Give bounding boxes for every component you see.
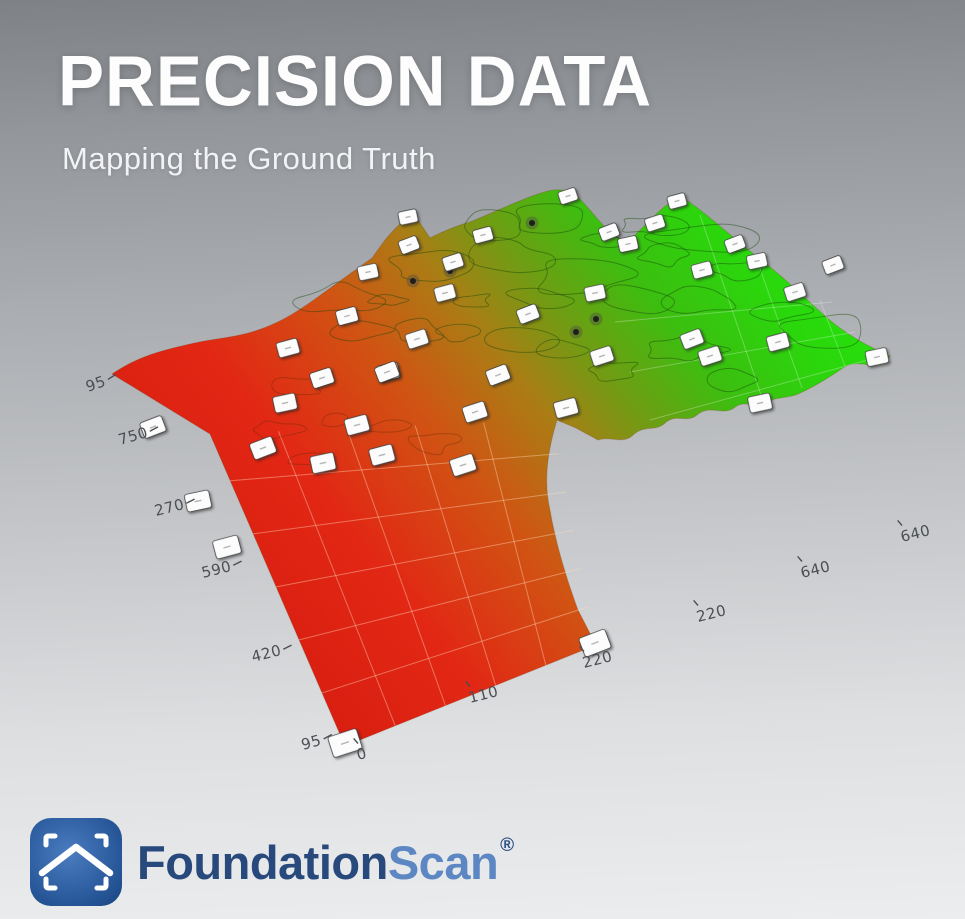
survey-marker	[679, 328, 705, 350]
page-title: PRECISION DATA	[58, 41, 653, 122]
survey-marker	[598, 222, 620, 242]
spot-point-icon	[589, 312, 603, 326]
survey-marker	[783, 282, 807, 302]
axis-tick-label: 95	[83, 372, 108, 396]
survey-marker	[272, 392, 298, 414]
axis-tick-label: 420	[250, 641, 284, 666]
survey-marker	[374, 361, 400, 383]
survey-marker	[589, 345, 615, 367]
survey-marker	[327, 728, 363, 758]
survey-marker	[275, 337, 301, 359]
survey-marker	[441, 252, 465, 272]
survey-marker	[309, 367, 335, 389]
survey-marker	[485, 363, 511, 387]
survey-marker	[583, 283, 607, 303]
survey-marker	[697, 345, 723, 367]
survey-marker	[747, 392, 773, 414]
survey-marker	[821, 255, 845, 275]
spot-points	[406, 216, 603, 339]
survey-marker	[578, 629, 612, 657]
band-grid	[614, 214, 876, 421]
axis-tick-label: 640	[899, 521, 933, 546]
survey-marker	[404, 328, 430, 350]
brand-logo: FoundationScan ®	[30, 818, 514, 906]
axis-tick: 590	[200, 557, 242, 582]
survey-marker	[368, 443, 396, 467]
axis-tick: 95	[299, 731, 333, 754]
survey-marker	[139, 415, 167, 439]
logo-tile	[30, 818, 122, 906]
survey-marker	[335, 306, 359, 326]
axis-tick-label: 220	[695, 601, 729, 626]
axis-tick-label: 590	[200, 557, 234, 582]
roof-icon	[38, 843, 114, 877]
survey-marker	[557, 187, 579, 205]
axis-tick-label: 640	[799, 557, 833, 582]
brand-name-primary: Foundation	[137, 835, 388, 889]
axis-tick: 640	[897, 519, 933, 546]
survey-marker	[397, 235, 421, 255]
survey-marker	[461, 400, 489, 424]
survey-marker	[397, 208, 419, 226]
survey-markers	[139, 187, 890, 758]
survey-marker	[864, 347, 890, 367]
scan-bracket-icon	[43, 833, 109, 891]
axis-tick: 420	[250, 641, 292, 666]
survey-marker	[617, 235, 639, 253]
axis-tick: 95	[83, 372, 117, 396]
survey-marker	[356, 263, 380, 281]
surface-grid	[230, 422, 589, 726]
survey-marker	[723, 234, 747, 254]
survey-marker	[690, 260, 714, 280]
survey-marker	[746, 252, 768, 270]
axis-tick: 0	[353, 737, 369, 764]
survey-marker	[644, 213, 666, 233]
axis-tick-label: 95	[299, 731, 323, 754]
survey-marker	[765, 332, 791, 352]
survey-marker	[666, 192, 688, 210]
survey-marker	[309, 452, 337, 474]
spot-point-icon	[569, 325, 583, 339]
axis-tick-label: 270	[153, 495, 187, 520]
survey-marker	[553, 397, 579, 419]
axis-tick-label: 0	[355, 744, 369, 764]
axis-tick-label: 750	[116, 423, 150, 449]
axis-tick: 640	[797, 555, 833, 582]
survey-marker	[472, 226, 494, 244]
survey-marker	[516, 303, 540, 325]
axis-tick: 220	[693, 599, 729, 626]
brand-name-secondary: Scan	[387, 835, 499, 889]
spot-point-icon	[525, 216, 539, 230]
house-scan-icon	[30, 818, 122, 906]
survey-marker	[449, 453, 477, 477]
spot-point-icon	[406, 274, 420, 288]
header: PRECISION DATA Mapping the Ground Truth	[58, 40, 652, 177]
survey-marker	[433, 283, 457, 303]
survey-marker	[212, 534, 242, 560]
brand-wordmark: FoundationScan ®	[137, 835, 514, 890]
page-subtitle: Mapping the Ground Truth	[62, 141, 436, 176]
survey-marker	[184, 489, 212, 513]
registered-mark: ®	[500, 834, 514, 856]
surface-region	[111, 189, 892, 747]
survey-marker	[249, 436, 277, 460]
survey-marker	[343, 414, 371, 436]
